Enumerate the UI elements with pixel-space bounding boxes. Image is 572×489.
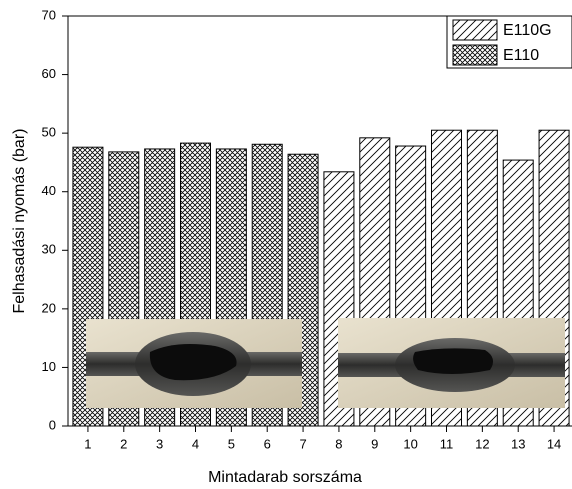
photo — [86, 319, 302, 408]
y-tick-label: 60 — [42, 66, 56, 81]
y-tick-label: 70 — [42, 7, 56, 22]
x-tick-label: 11 — [440, 436, 454, 451]
x-tick-label: 14 — [547, 436, 561, 451]
y-tick-label: 10 — [42, 359, 56, 374]
y-tick-label: 20 — [42, 300, 56, 315]
legend-label: E110G — [503, 22, 552, 39]
legend-swatch — [453, 45, 497, 65]
x-tick-label: 1 — [84, 436, 91, 451]
x-tick-label: 8 — [335, 436, 342, 451]
x-tick-label: 4 — [192, 436, 199, 451]
chart: Mintadarab sorszáma Felhasadási nyomás (… — [0, 0, 572, 489]
legend-swatch — [453, 20, 497, 40]
x-axis-label: Mintadarab sorszáma — [208, 469, 362, 486]
y-tick-label: 50 — [42, 125, 56, 140]
x-tick-label: 6 — [264, 436, 271, 451]
x-tick-label: 3 — [156, 436, 163, 451]
x-tick-label: 10 — [403, 436, 417, 451]
x-tick-label: 13 — [511, 436, 525, 451]
y-tick-label: 30 — [42, 242, 56, 257]
x-tick-label: 2 — [120, 436, 127, 451]
x-tick-label: 5 — [228, 436, 235, 451]
photo — [338, 318, 565, 408]
x-tick-label: 9 — [371, 436, 378, 451]
y-tick-label: 40 — [42, 183, 56, 198]
legend-label: E110 — [503, 47, 539, 64]
x-tick-label: 12 — [475, 436, 489, 451]
y-axis-label: Felhasadási nyomás (bar) — [11, 129, 28, 314]
x-tick-label: 7 — [299, 436, 306, 451]
legend: E110G E110 — [447, 16, 572, 68]
y-tick-label: 0 — [49, 417, 56, 432]
